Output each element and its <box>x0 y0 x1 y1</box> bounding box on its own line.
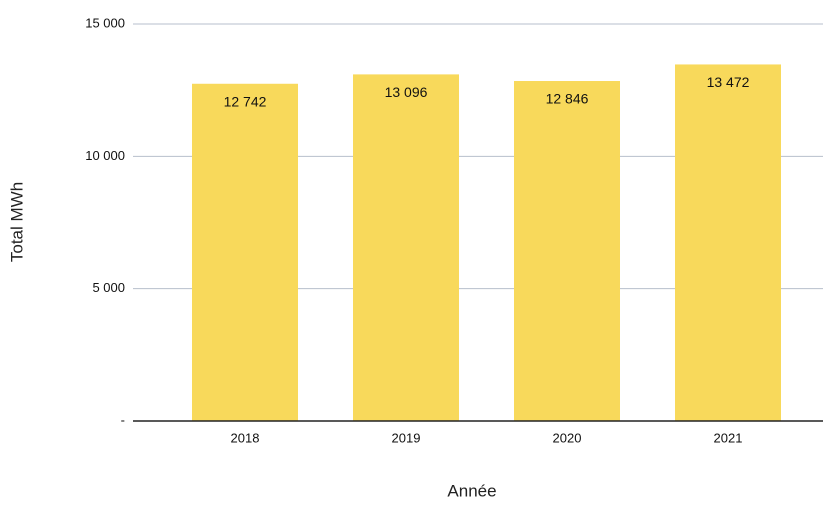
value-label: 13 472 <box>707 74 750 90</box>
bar <box>514 81 620 421</box>
value-label: 13 096 <box>385 84 428 100</box>
bar <box>192 83 298 422</box>
x-tick-label: 2021 <box>714 430 743 445</box>
value-label: 12 846 <box>546 91 589 107</box>
bar <box>675 64 781 421</box>
value-label: 12 742 <box>224 93 267 109</box>
x-tick-label: 2018 <box>231 430 260 445</box>
x-tick-label: 2019 <box>392 430 421 445</box>
y-tick-label: - <box>121 412 125 427</box>
x-axis-title: Année <box>447 481 496 500</box>
y-tick-label: 15 000 <box>85 15 125 30</box>
x-tick-label: 2020 <box>553 430 582 445</box>
y-tick-label: 5 000 <box>92 280 125 295</box>
y-tick-label: 10 000 <box>85 148 125 163</box>
bar <box>353 74 459 422</box>
y-axis-title: Total MWh <box>7 182 26 262</box>
